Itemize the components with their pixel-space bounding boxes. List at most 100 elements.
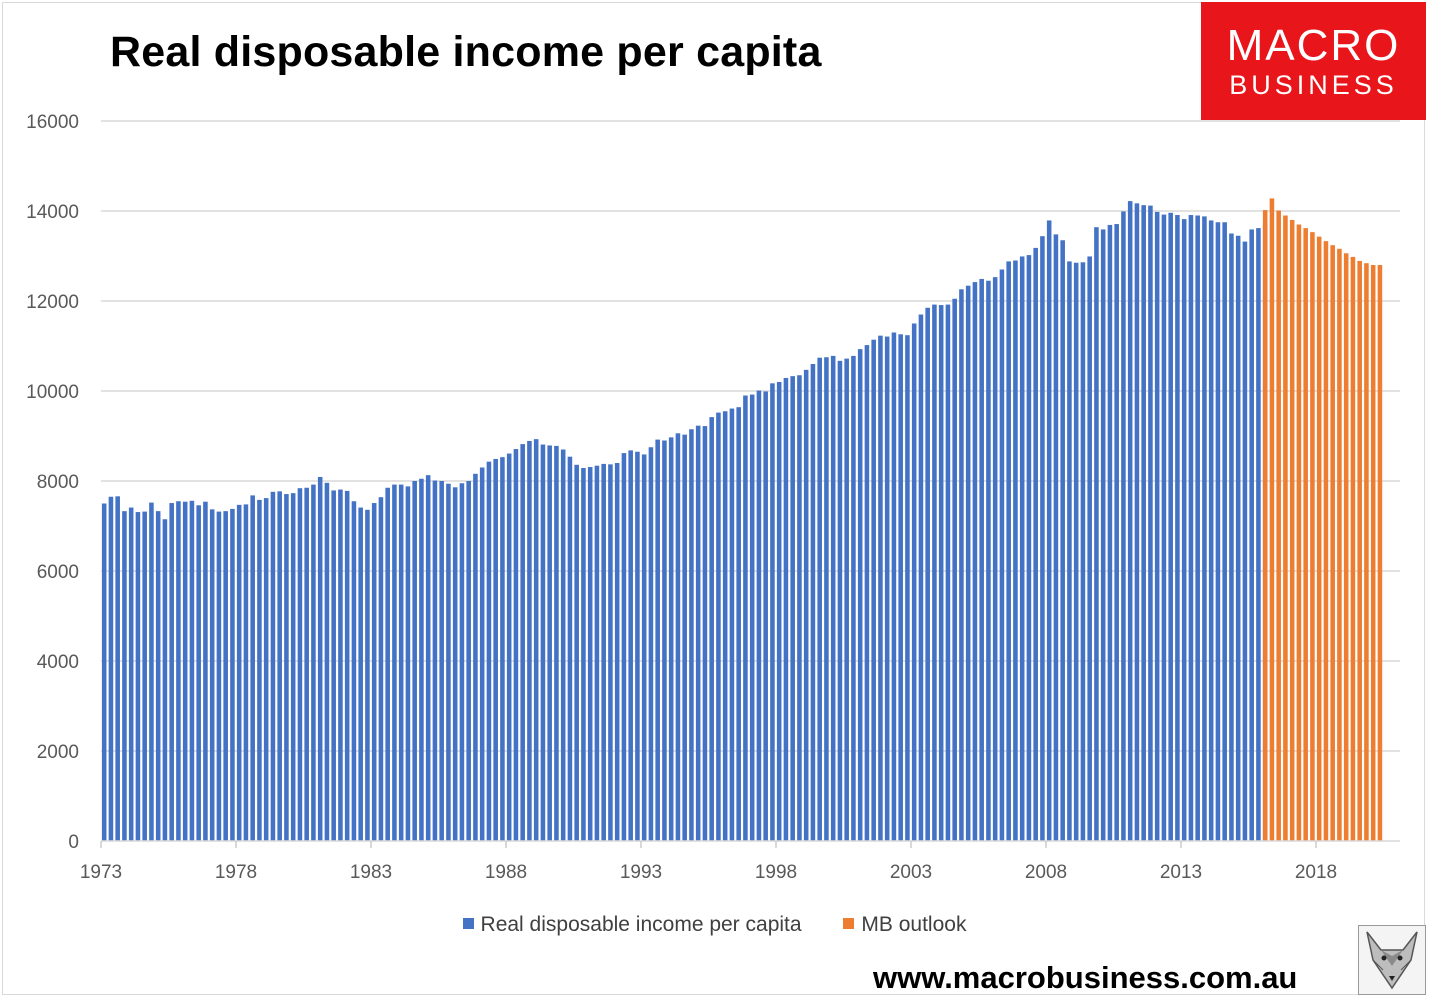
bar-actual (857, 349, 863, 841)
bar-actual (1087, 256, 1092, 841)
bar-actual (992, 277, 998, 841)
bar-actual (891, 332, 897, 841)
y-tick-label: 8000 (37, 472, 79, 493)
bar-actual (250, 495, 255, 841)
bar-actual (614, 463, 620, 841)
bar-actual (405, 486, 411, 841)
bar-actual (918, 314, 924, 841)
bar-actual (844, 358, 849, 841)
bar-actual (1046, 220, 1052, 841)
bar-outlook (1289, 220, 1295, 841)
bar-actual (398, 484, 404, 841)
website-url[interactable]: www.macrobusiness.com.au (873, 960, 1298, 995)
bar-actual (1188, 215, 1194, 842)
bar-actual (304, 487, 309, 841)
bar-actual (317, 476, 323, 841)
bar-actual (493, 458, 498, 841)
bar-outlook (1276, 210, 1281, 842)
bar-actual (142, 511, 147, 841)
y-tick-label: 14000 (26, 202, 79, 223)
bar-outlook (1350, 256, 1356, 841)
bar-actual (243, 504, 249, 841)
bar-actual (547, 445, 552, 841)
bar-actual (682, 434, 687, 841)
bar-actual (432, 480, 438, 841)
bar-actual (824, 357, 829, 841)
bar-outlook (1310, 232, 1315, 841)
bar-actual (371, 503, 377, 841)
bar-actual (479, 467, 485, 841)
bar-outlook (1330, 245, 1335, 841)
legend-item-outlook[interactable]: MB outlook (843, 913, 966, 937)
bar-actual (1208, 220, 1214, 841)
bar-actual (203, 501, 208, 841)
bar-actual (1040, 236, 1045, 841)
bar-actual (1060, 240, 1065, 841)
bar-actual (1249, 229, 1254, 841)
bar-actual (230, 508, 235, 841)
bar-actual (101, 503, 107, 841)
bar-actual (452, 487, 458, 841)
bar-actual (155, 511, 161, 841)
bar-actual (473, 473, 478, 841)
bar-actual (1080, 262, 1086, 841)
bar-outlook (1377, 265, 1383, 841)
bar-actual (344, 490, 350, 841)
bar-actual (223, 511, 228, 841)
bar-actual (628, 450, 633, 841)
bar-actual (736, 407, 741, 841)
bar-actual (965, 285, 971, 841)
bar-actual (864, 345, 870, 841)
bar-actual (378, 497, 384, 841)
bar-actual (1114, 224, 1119, 842)
bar-outlook (1262, 210, 1268, 842)
bar-outlook (1357, 260, 1362, 841)
bar-actual (884, 336, 890, 841)
bar-actual (1100, 229, 1106, 841)
bar-actual (1215, 222, 1221, 841)
bar-outlook (1370, 265, 1376, 841)
bar-actual (527, 440, 532, 841)
bar-actual (898, 334, 903, 841)
bar-actual (587, 467, 593, 841)
bar-actual (284, 494, 289, 841)
y-tick-label: 4000 (37, 652, 79, 673)
bar-actual (1161, 214, 1167, 842)
bar-actual (263, 498, 269, 841)
bar-actual (837, 360, 843, 841)
bar-actual (533, 439, 539, 841)
y-tick-label: 16000 (26, 112, 79, 133)
bar-actual (108, 496, 114, 841)
legend-swatch-outlook (843, 917, 855, 929)
bar-actual (743, 395, 748, 841)
bar-actual (959, 289, 964, 841)
bar-actual (385, 487, 390, 841)
bar-actual (581, 467, 586, 841)
x-axis-ticks: 1973 1978 1983 1988 1993 1998 2003 2008 2013 2018 (80, 841, 1337, 883)
bar-actual (486, 461, 492, 841)
bar-actual (1202, 216, 1207, 841)
bar-actual (1134, 203, 1140, 842)
bar-actual (169, 503, 174, 841)
bar-actual (817, 357, 822, 841)
bar-actual (540, 444, 546, 841)
bar-actual (135, 512, 141, 841)
logo-text-macro: MACRO (1226, 21, 1401, 70)
bar-actual (776, 382, 782, 841)
bar-actual (770, 383, 775, 841)
bar-actual (338, 489, 343, 841)
y-tick-label: 12000 (26, 292, 79, 313)
bar-actual (641, 454, 647, 841)
bar-actual (196, 505, 201, 841)
bar-actual (311, 484, 316, 841)
bar-actual (668, 437, 674, 841)
x-tick-label: 2008 (1025, 862, 1067, 883)
macrobusiness-logo: MACRO BUSINESS (1201, 2, 1426, 120)
bar-actual (871, 339, 876, 841)
bar-actual (149, 502, 154, 841)
bar-actual (277, 491, 282, 841)
legend-item-actual[interactable]: Real disposable income per capita (462, 913, 802, 937)
bar-actual (722, 411, 728, 841)
bar-actual (1229, 233, 1234, 841)
